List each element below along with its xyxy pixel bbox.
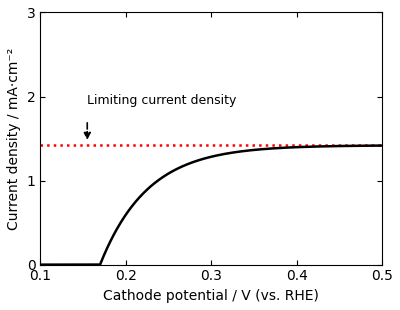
Text: Limiting current density: Limiting current density [87, 94, 237, 107]
Y-axis label: Current density / mA·cm⁻²: Current density / mA·cm⁻² [7, 47, 21, 230]
X-axis label: Cathode potential / V (vs. RHE): Cathode potential / V (vs. RHE) [103, 289, 319, 303]
